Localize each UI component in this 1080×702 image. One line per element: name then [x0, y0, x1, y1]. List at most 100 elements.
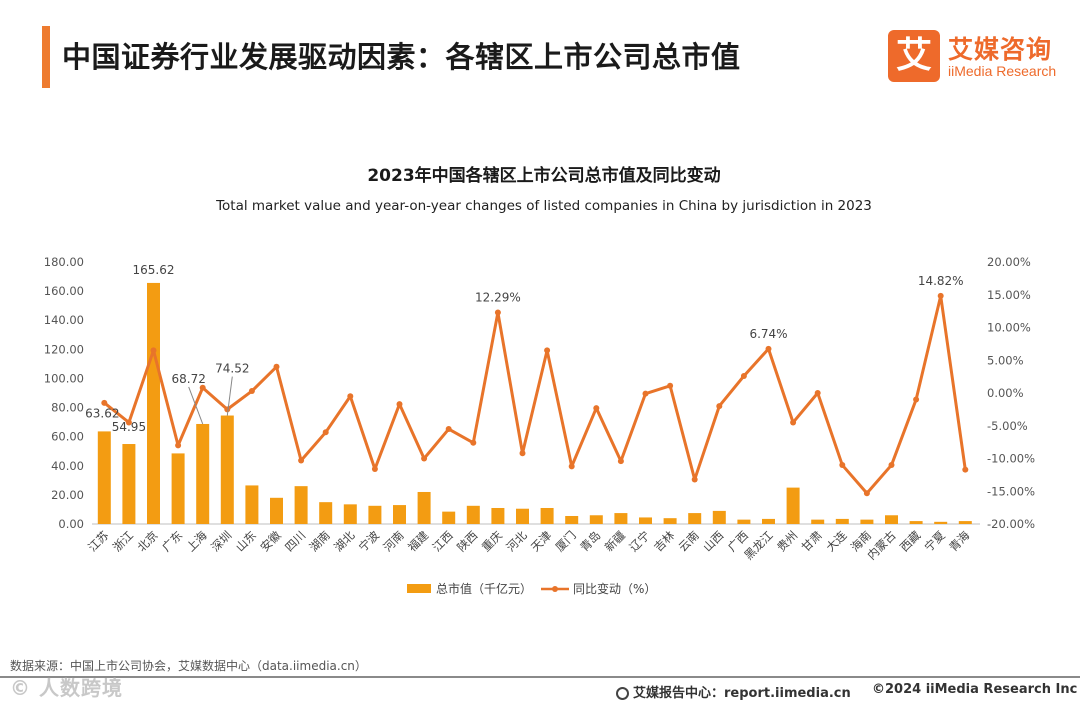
- y-left-tick-label: 0.00: [58, 517, 84, 531]
- line-series: [101, 292, 969, 497]
- x-tick-label: 北京: [134, 528, 160, 554]
- yoy-point-江西: [445, 426, 452, 433]
- bar-吉林: [663, 518, 677, 524]
- x-tick-label: 陕西: [454, 528, 480, 554]
- yoy-point-宁波: [371, 465, 378, 472]
- legend-bar-swatch: [407, 584, 431, 593]
- legend-line-label: 同比变动（%）: [573, 581, 656, 596]
- y-left-tick-label: 40.00: [51, 459, 84, 473]
- logo-en-text: iiMedia Research: [948, 63, 1057, 79]
- yoy-point-上海: [199, 384, 206, 391]
- yoy-point-吉林: [667, 382, 674, 389]
- bar-湖南: [319, 502, 333, 524]
- y-right-tick-label: 5.00%: [987, 353, 1024, 367]
- x-tick-label: 湖南: [307, 528, 333, 554]
- yoy-point-安徽: [273, 363, 280, 370]
- x-tick-label: 福建: [405, 528, 432, 555]
- y-axis-left: 0.00 20.00 40.00 60.00 80.00 100.00 120.00 140.…: [44, 255, 84, 531]
- yoy-point-湖北: [347, 393, 354, 400]
- x-tick-label: 浙江: [110, 528, 137, 555]
- yoy-point-深圳: [224, 406, 231, 413]
- market-value-chart: 2023年中国各辖区上市公司总市值及同比变动 Total market valu…: [44, 165, 1035, 596]
- bar-天津: [540, 507, 554, 524]
- x-tick-label: 重庆: [479, 528, 506, 555]
- x-tick-label: 贵州: [774, 528, 800, 554]
- bar-陕西: [466, 505, 480, 524]
- y-left-tick-label: 180.00: [44, 255, 84, 269]
- bar-广西: [737, 519, 751, 524]
- bar-value-label: 54.95: [112, 420, 146, 434]
- yoy-line: [103, 294, 967, 495]
- x-tick-label: 甘肃: [799, 528, 825, 554]
- bar-安徽: [270, 497, 283, 524]
- bar-西藏: [909, 521, 923, 524]
- x-tick-label: 河南: [380, 528, 406, 554]
- x-tick-label: 安徽: [257, 528, 284, 555]
- bar-宁波: [368, 505, 382, 524]
- yoy-point-厦门: [568, 463, 575, 470]
- bar-内蒙古: [885, 515, 898, 524]
- bar-江苏: [97, 431, 111, 524]
- yoy-point-青海: [962, 466, 969, 473]
- bar-宁夏: [934, 521, 948, 524]
- x-tick-label: 宁波: [356, 528, 383, 555]
- bar-河北: [516, 508, 529, 524]
- yoy-point-北京: [150, 347, 157, 354]
- x-tick-label: 山西: [700, 528, 726, 554]
- x-tick-label: 江西: [430, 528, 456, 554]
- bar-浙江: [122, 444, 136, 524]
- globe-icon: [616, 687, 629, 700]
- watermark-text: © 人数跨境: [10, 676, 123, 700]
- x-tick-label: 湖北: [331, 528, 358, 555]
- yoy-point-黑龙江: [765, 345, 772, 352]
- x-tick-label: 厦门: [553, 528, 579, 554]
- y-left-tick-label: 80.00: [51, 401, 84, 415]
- x-tick-label: 内蒙古: [864, 528, 898, 562]
- bar-甘肃: [811, 519, 825, 524]
- title-accent-bar: [42, 26, 50, 88]
- footer-divider: [0, 676, 1080, 678]
- footer-report-text: 艾媒报告中心：report.iimedia.cn: [633, 686, 851, 701]
- x-tick-label: 西藏: [897, 528, 924, 555]
- x-tick-label: 天津: [528, 528, 554, 554]
- x-tick-label: 黑龙江: [741, 528, 776, 563]
- bar-value-label: 63.62: [85, 406, 119, 420]
- yoy-point-西藏: [913, 396, 920, 403]
- yoy-point-河南: [396, 401, 403, 408]
- bar-深圳: [220, 415, 234, 524]
- bar-湖北: [343, 504, 357, 524]
- x-tick-label: 上海: [184, 528, 211, 555]
- x-tick-label: 新疆: [602, 528, 629, 555]
- y-right-tick-label: -15.00%: [987, 484, 1035, 498]
- yoy-point-四川: [298, 457, 305, 464]
- bar-value-label: 165.62: [133, 263, 175, 277]
- logo-mark-icon: 艾: [888, 30, 940, 82]
- yoy-point-广东: [175, 442, 182, 449]
- yoy-point-内蒙古: [888, 462, 895, 469]
- y-left-tick-label: 120.00: [44, 342, 84, 356]
- yoy-point-陕西: [470, 439, 477, 446]
- page-title: 中国证券行业发展驱动因素：各辖区上市公司总市值: [62, 40, 741, 74]
- bar-大连: [835, 518, 849, 524]
- yoy-point-江苏: [101, 399, 108, 406]
- bar-山东: [245, 485, 259, 524]
- yoy-point-青岛: [593, 405, 600, 412]
- bar-福建: [417, 491, 431, 524]
- y-right-tick-label: -10.00%: [987, 452, 1035, 466]
- yoy-point-天津: [544, 347, 551, 354]
- x-tick-label: 四川: [282, 528, 308, 554]
- yoy-point-宁夏: [937, 292, 944, 299]
- chart-subtitle: Total market value and year-on-year chan…: [215, 198, 872, 214]
- yoy-point-湖南: [322, 429, 329, 436]
- bar-广东: [171, 453, 185, 524]
- x-tick-label: 深圳: [208, 528, 234, 554]
- bar-青岛: [589, 515, 603, 524]
- x-tick-label: 大连: [823, 528, 850, 555]
- y-left-tick-label: 140.00: [44, 313, 84, 327]
- y-axis-right: -20.00% -15.00% -10.00% -5.00% 0.00% 5.00% 10.…: [987, 255, 1035, 531]
- line-value-label: 6.74%: [749, 327, 787, 341]
- yoy-point-海南: [863, 490, 870, 497]
- footer-report: 艾媒报告中心：report.iimedia.cn: [616, 682, 851, 701]
- legend-line-marker: [552, 586, 558, 592]
- y-left-tick-label: 20.00: [51, 488, 84, 502]
